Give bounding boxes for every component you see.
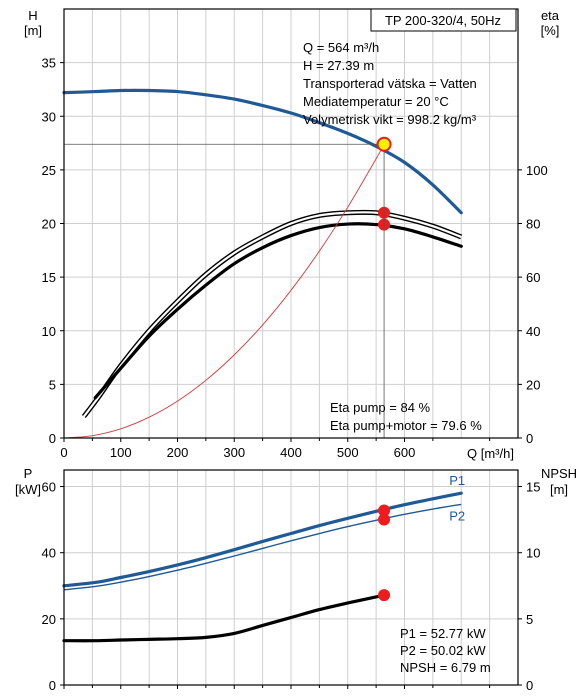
series-system-curve <box>63 144 385 439</box>
bottom-chart-ticks: 0 20 40 60 0 5 10 15 <box>42 480 541 693</box>
top-chart-series <box>62 88 463 439</box>
annotation-eta-pump: Eta pump = 84 % <box>330 400 431 415</box>
top-y-left-label-1: H <box>28 8 37 23</box>
y-left-tick-label: 5 <box>49 377 56 392</box>
top-x-label: Q [m³/h] <box>467 446 514 461</box>
x-tick-label: 100 <box>110 445 132 460</box>
series-p2 <box>63 503 462 591</box>
y-left-tick-label: 15 <box>42 270 56 285</box>
series-p1 <box>62 491 463 588</box>
top-y-right-label-2: [%] <box>541 23 560 38</box>
x-tick-label: 400 <box>280 445 302 460</box>
y-right-tick-label: 80 <box>526 217 540 232</box>
x-tick-label: 0 <box>60 445 67 460</box>
top-chart-labels: H [m] eta [%] Q [m³/h] TP 200-320/4, 50H… <box>24 8 560 461</box>
annotation-q: Q = 564 m³/h <box>303 40 379 55</box>
y-left-tick-label: 30 <box>42 109 56 124</box>
annotation-temp: Mediatemperatur = 20 °C <box>303 94 449 109</box>
y-left-tick-label: 35 <box>42 56 56 71</box>
operating-point <box>376 136 392 152</box>
y-right-tick-label: 10 <box>526 546 540 561</box>
marker-point <box>378 589 391 602</box>
y-left-tick-label: 0 <box>49 431 56 446</box>
y-right-tick-label: 60 <box>526 270 540 285</box>
y-left-tick-label: 10 <box>42 324 56 339</box>
y-left-tick-label: 20 <box>42 612 56 627</box>
top-chart-ticks: 0 100 200 300 400 500 600 0 5 10 15 20 25 30 35 0 20 40 60… <box>42 56 548 460</box>
y-left-tick-label: 20 <box>42 217 56 232</box>
y-left-tick-label: 0 <box>49 678 56 693</box>
y-right-tick-label: 20 <box>526 377 540 392</box>
chart-title: TP 200-320/4, 50Hz <box>385 13 501 28</box>
y-right-tick-label: 0 <box>526 678 533 693</box>
y-left-tick-label: 25 <box>42 163 56 178</box>
annotation-p2: P2 = 50.02 kW <box>400 643 486 658</box>
annotation-eta-motor: Eta pump+motor = 79.6 % <box>330 418 482 433</box>
bottom-y-right-label-1: NPSH <box>541 466 577 481</box>
series-label-p2: P2 <box>449 508 465 523</box>
top-y-right-label-1: eta <box>541 8 560 23</box>
series-h <box>62 88 463 215</box>
y-right-tick-label: 5 <box>526 612 533 627</box>
marker-point <box>378 513 391 526</box>
series-npsh <box>62 593 386 643</box>
bottom-y-right-label-2: [m] <box>550 482 568 497</box>
y-left-tick-label: 40 <box>42 546 56 561</box>
y-left-tick-label: 60 <box>42 480 56 495</box>
series-eta-pump-inner <box>82 211 462 418</box>
x-tick-label: 600 <box>394 445 416 460</box>
bottom-y-left-label-1: P <box>24 466 33 481</box>
bottom-chart-series <box>62 491 463 643</box>
x-tick-label: 200 <box>167 445 189 460</box>
annotation-npsh: NPSH = 6.79 m <box>400 660 491 675</box>
y-right-tick-label: 15 <box>526 480 540 495</box>
annotation-h: H = 27.39 m <box>303 58 374 73</box>
title-box <box>370 8 517 32</box>
y-right-tick-label: 100 <box>526 163 548 178</box>
series-eta-pump-motor <box>93 222 463 400</box>
y-right-tick-label: 40 <box>526 324 540 339</box>
annotation-fluid: Transporterad vätska = Vatten <box>303 76 477 91</box>
x-tick-label: 300 <box>223 445 245 460</box>
bottom-y-left-label-2: [kW] <box>15 482 41 497</box>
annotation-p1: P1 = 52.77 kW <box>400 626 486 641</box>
marker-point <box>378 504 391 517</box>
bottom-chart-labels: P [kW] NPSH [m] P1 = 52.77 kW P2 = 50.02… <box>15 466 577 675</box>
series-label-p1: P1 <box>449 473 465 488</box>
annotation-density: Volymetrisk vikt = 998.2 kg/m³ <box>303 112 477 127</box>
y-right-tick-label: 0 <box>526 431 533 446</box>
top-y-left-label-2: [m] <box>24 23 42 38</box>
x-tick-label: 500 <box>337 445 359 460</box>
